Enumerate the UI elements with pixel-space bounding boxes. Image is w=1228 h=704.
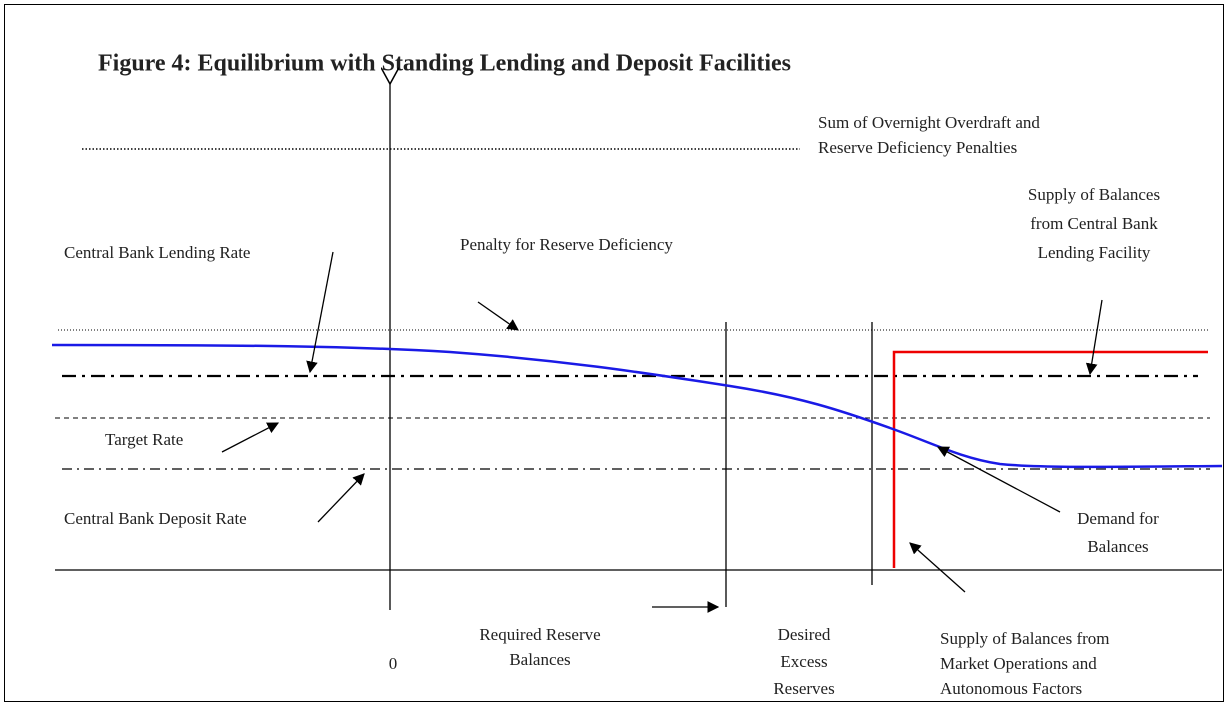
label: Target Rate bbox=[105, 430, 183, 449]
label: Market Operations and bbox=[940, 654, 1097, 673]
demand-curve bbox=[51, 343, 1223, 469]
label: Penalty for Reserve Deficiency bbox=[460, 235, 673, 254]
arrows bbox=[221, 251, 1103, 613]
label: Central Bank Deposit Rate bbox=[64, 509, 247, 528]
label: 0 bbox=[389, 654, 398, 673]
label: Required Reserve bbox=[479, 625, 600, 644]
label: Supply of Balances bbox=[1028, 185, 1160, 204]
arrow bbox=[306, 251, 334, 374]
label: Central Bank Lending Rate bbox=[64, 243, 250, 262]
supply-curve bbox=[892, 350, 1208, 568]
label: Desired bbox=[778, 625, 831, 644]
arrow bbox=[936, 446, 1061, 513]
arrow bbox=[317, 473, 365, 523]
label: Reserves bbox=[773, 679, 834, 698]
label: Sum of Overnight Overdraft and bbox=[818, 113, 1040, 132]
label: Demand for bbox=[1077, 509, 1159, 528]
label: Supply of Balances from bbox=[940, 629, 1110, 648]
label: Excess bbox=[780, 652, 827, 671]
label: Balances bbox=[1087, 537, 1148, 556]
arrow bbox=[221, 422, 280, 453]
label: Lending Facility bbox=[1038, 243, 1151, 262]
arrow bbox=[909, 542, 966, 593]
label: Balances bbox=[509, 650, 570, 669]
frame bbox=[4, 4, 1224, 702]
label: from Central Bank bbox=[1030, 214, 1158, 233]
label: Reserve Deficiency Penalties bbox=[818, 138, 1017, 157]
arrow bbox=[1085, 299, 1103, 376]
arrow bbox=[477, 301, 519, 331]
label: Autonomous Factors bbox=[940, 679, 1082, 698]
title: Figure 4: Equilibrium with Standing Lend… bbox=[98, 51, 791, 77]
lines bbox=[51, 84, 1223, 613]
